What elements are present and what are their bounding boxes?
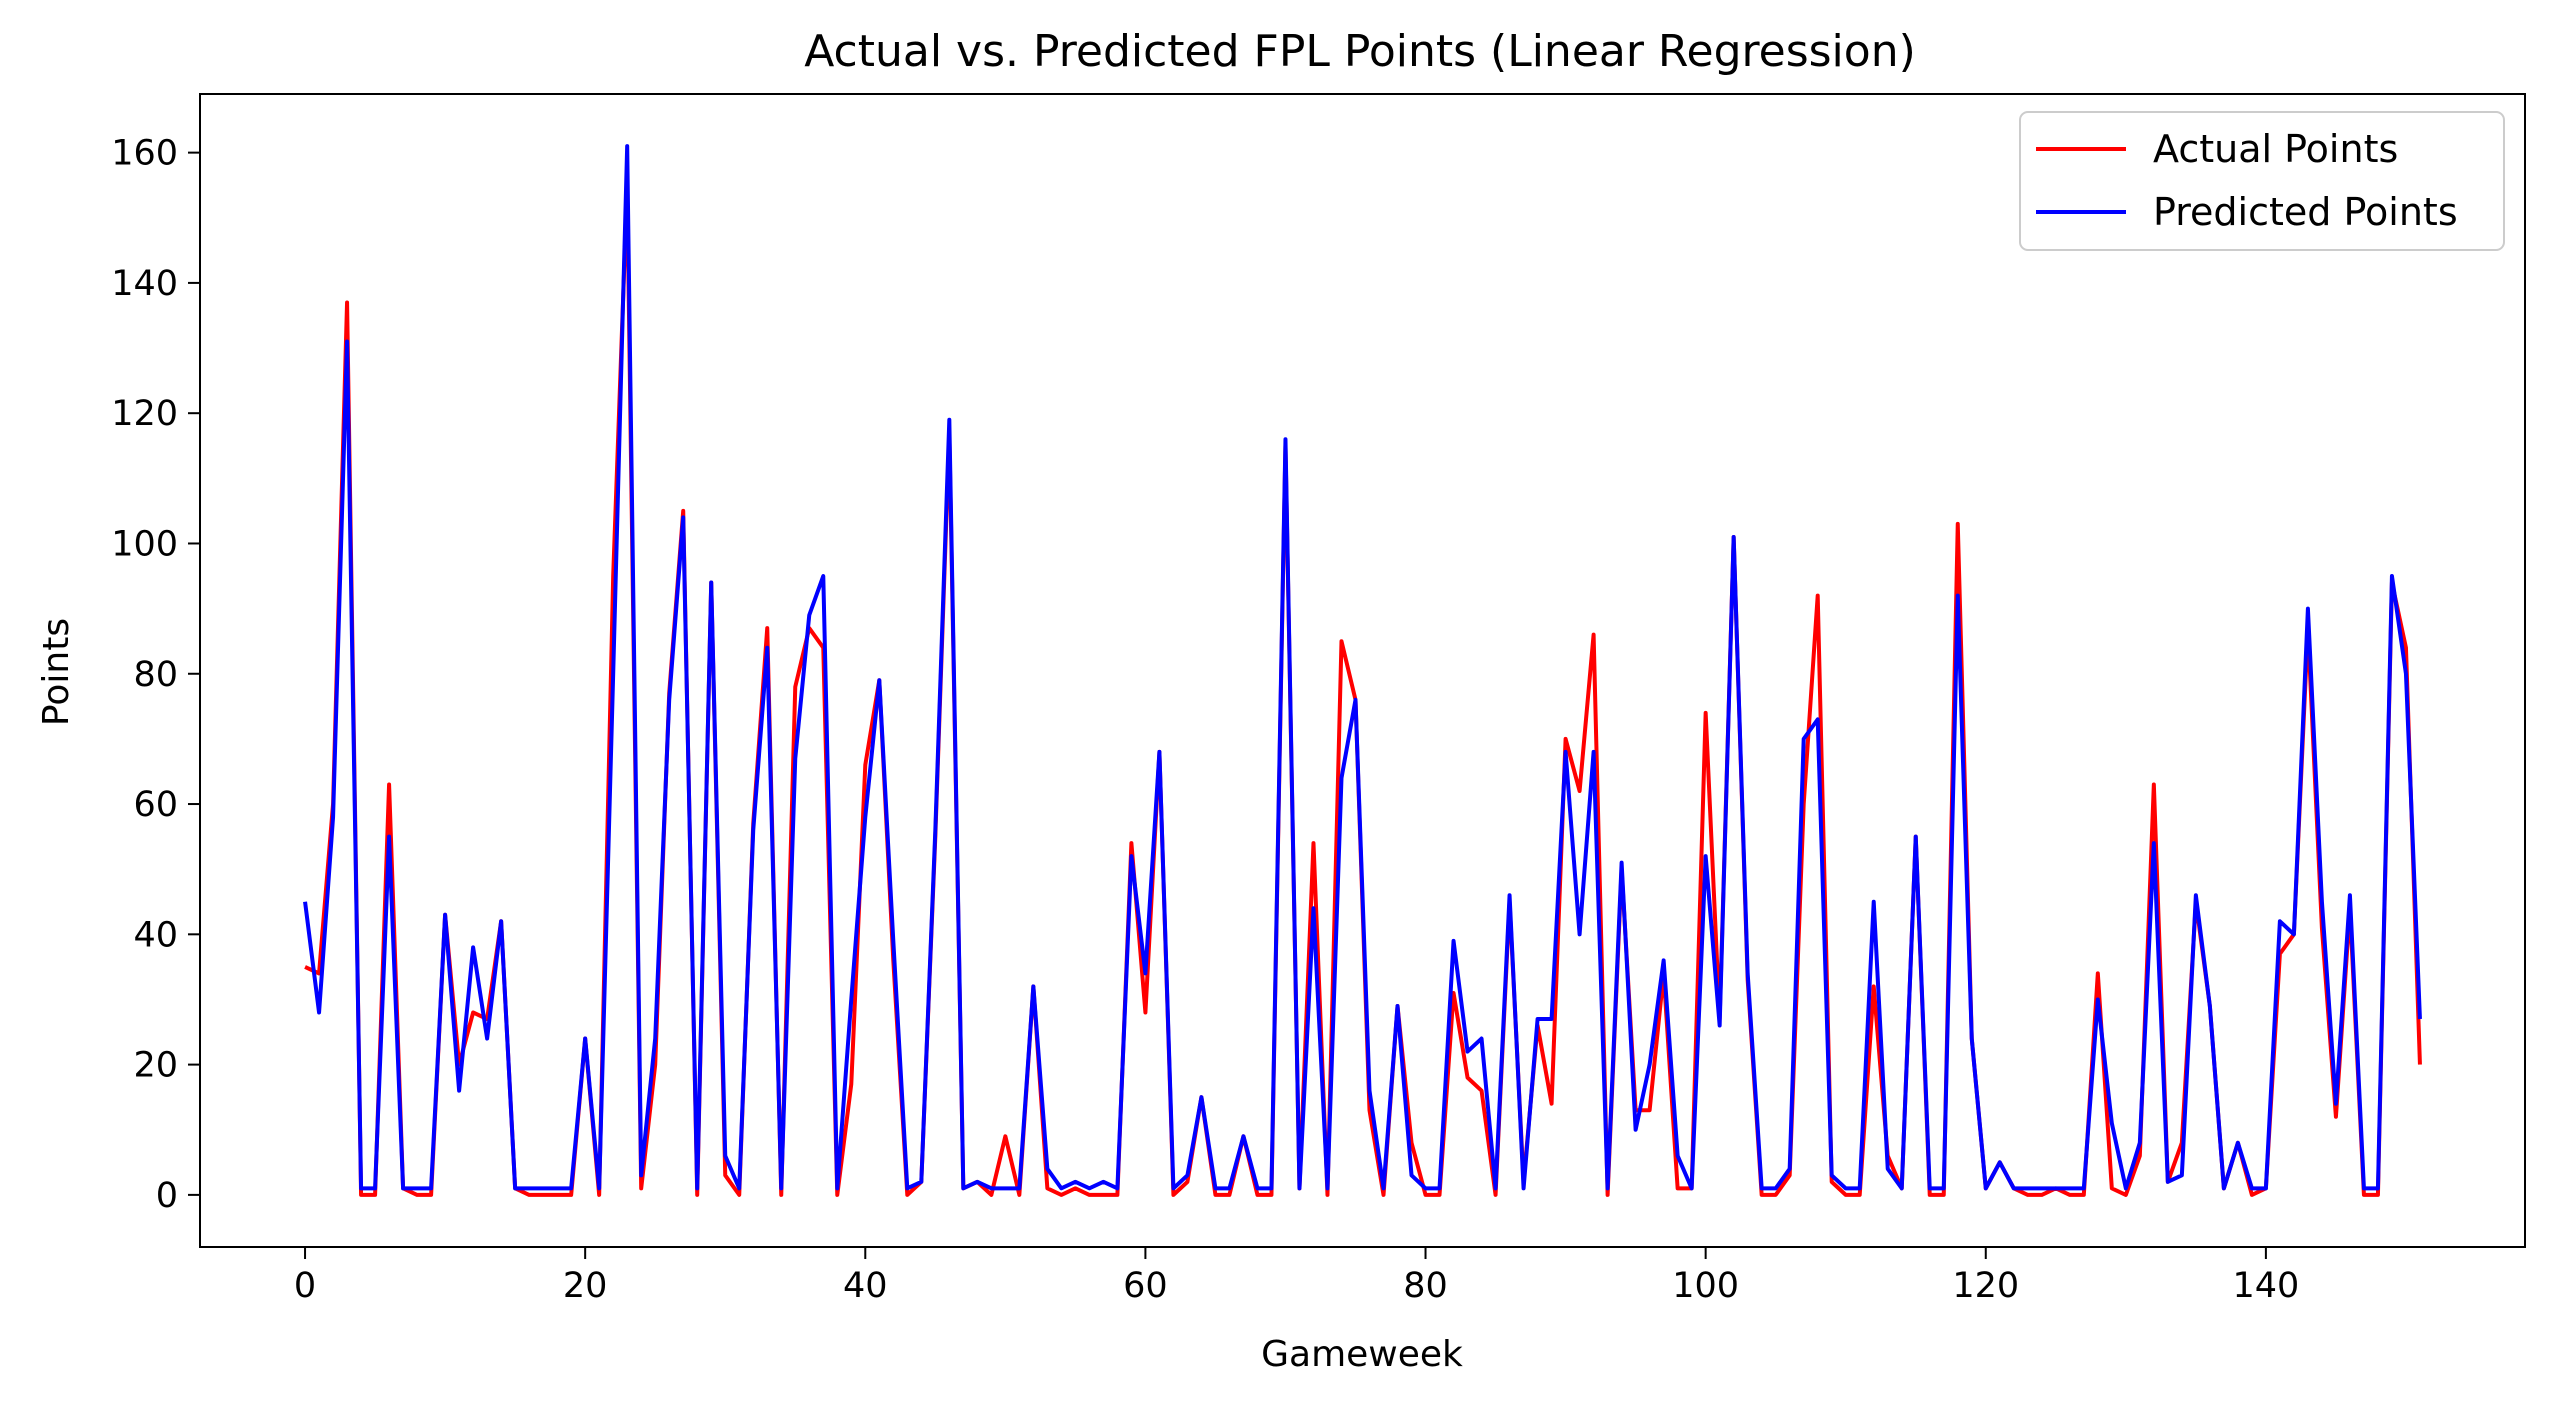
legend-label-predicted: Predicted Points <box>2153 190 2458 234</box>
x-tick-label: 40 <box>843 1266 888 1306</box>
chart-title: Actual vs. Predicted FPL Points (Linear … <box>804 26 1916 77</box>
y-tick-label: 100 <box>111 524 178 564</box>
y-tick-label: 120 <box>111 394 178 434</box>
y-tick-label: 40 <box>133 915 178 955</box>
x-tick-label: 120 <box>1952 1266 2019 1306</box>
legend-label-actual: Actual Points <box>2153 127 2398 171</box>
legend: Actual Points Predicted Points <box>2019 111 2505 251</box>
y-tick-label: 20 <box>133 1046 178 1086</box>
legend-box <box>2019 111 2505 251</box>
x-tick-label: 0 <box>294 1266 316 1306</box>
plot-frame <box>199 93 2526 1248</box>
x-tick-label: 140 <box>2232 1266 2299 1306</box>
x-axis-label: Gameweek <box>1261 1334 1463 1375</box>
y-tick-label: 160 <box>111 134 178 174</box>
y-tick-label: 0 <box>156 1176 178 1216</box>
series-line-predicted <box>303 144 2422 1191</box>
x-tick-label: 20 <box>563 1266 608 1306</box>
y-tick-label: 80 <box>133 655 178 695</box>
x-tick-label: 80 <box>1403 1266 1448 1306</box>
x-tick-label: 60 <box>1123 1266 1168 1306</box>
y-axis-label: Points <box>36 618 77 726</box>
y-tick-label: 60 <box>133 785 178 825</box>
x-tick-label: 100 <box>1672 1266 1739 1306</box>
y-tick-label: 140 <box>111 264 178 304</box>
